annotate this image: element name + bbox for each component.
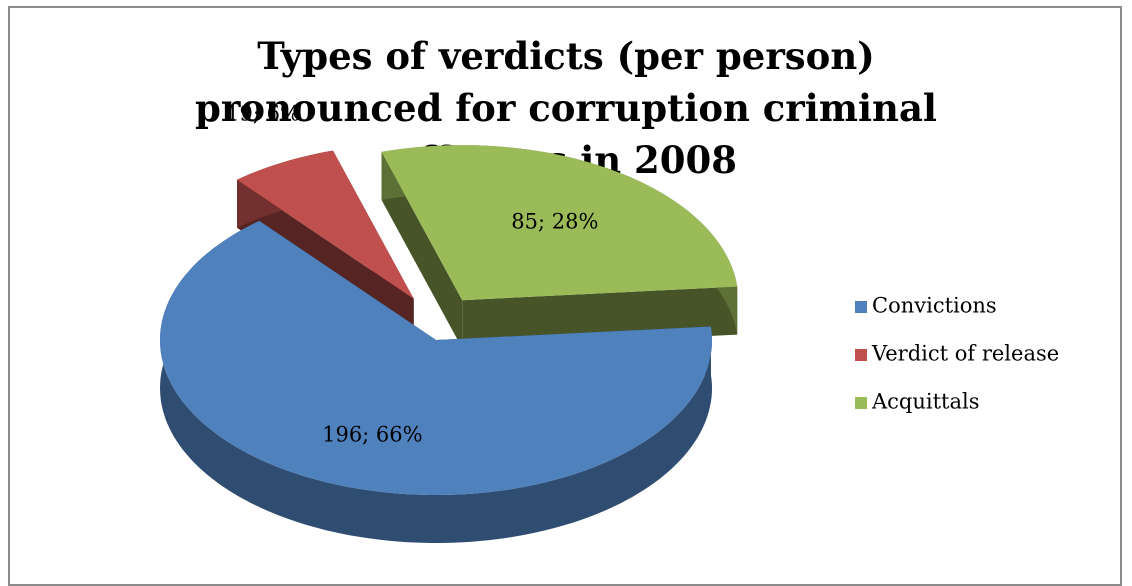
legend-swatch	[855, 349, 867, 361]
legend-label: Verdict of release	[871, 342, 1059, 366]
legend-label: Convictions	[872, 294, 997, 318]
data-label: 85; 28%	[511, 210, 598, 234]
legend-swatch	[855, 301, 867, 313]
data-label: 19; 6%	[226, 101, 300, 125]
legend-swatch	[855, 397, 867, 409]
chart-title: Types of verdicts (per person) pronounce…	[194, 34, 937, 182]
slice-wall	[381, 151, 463, 349]
slice	[160, 220, 712, 495]
data-label: 196; 66%	[322, 422, 423, 446]
slice	[381, 145, 738, 301]
legend-label: Acquittals	[871, 390, 980, 414]
slice	[237, 150, 414, 299]
